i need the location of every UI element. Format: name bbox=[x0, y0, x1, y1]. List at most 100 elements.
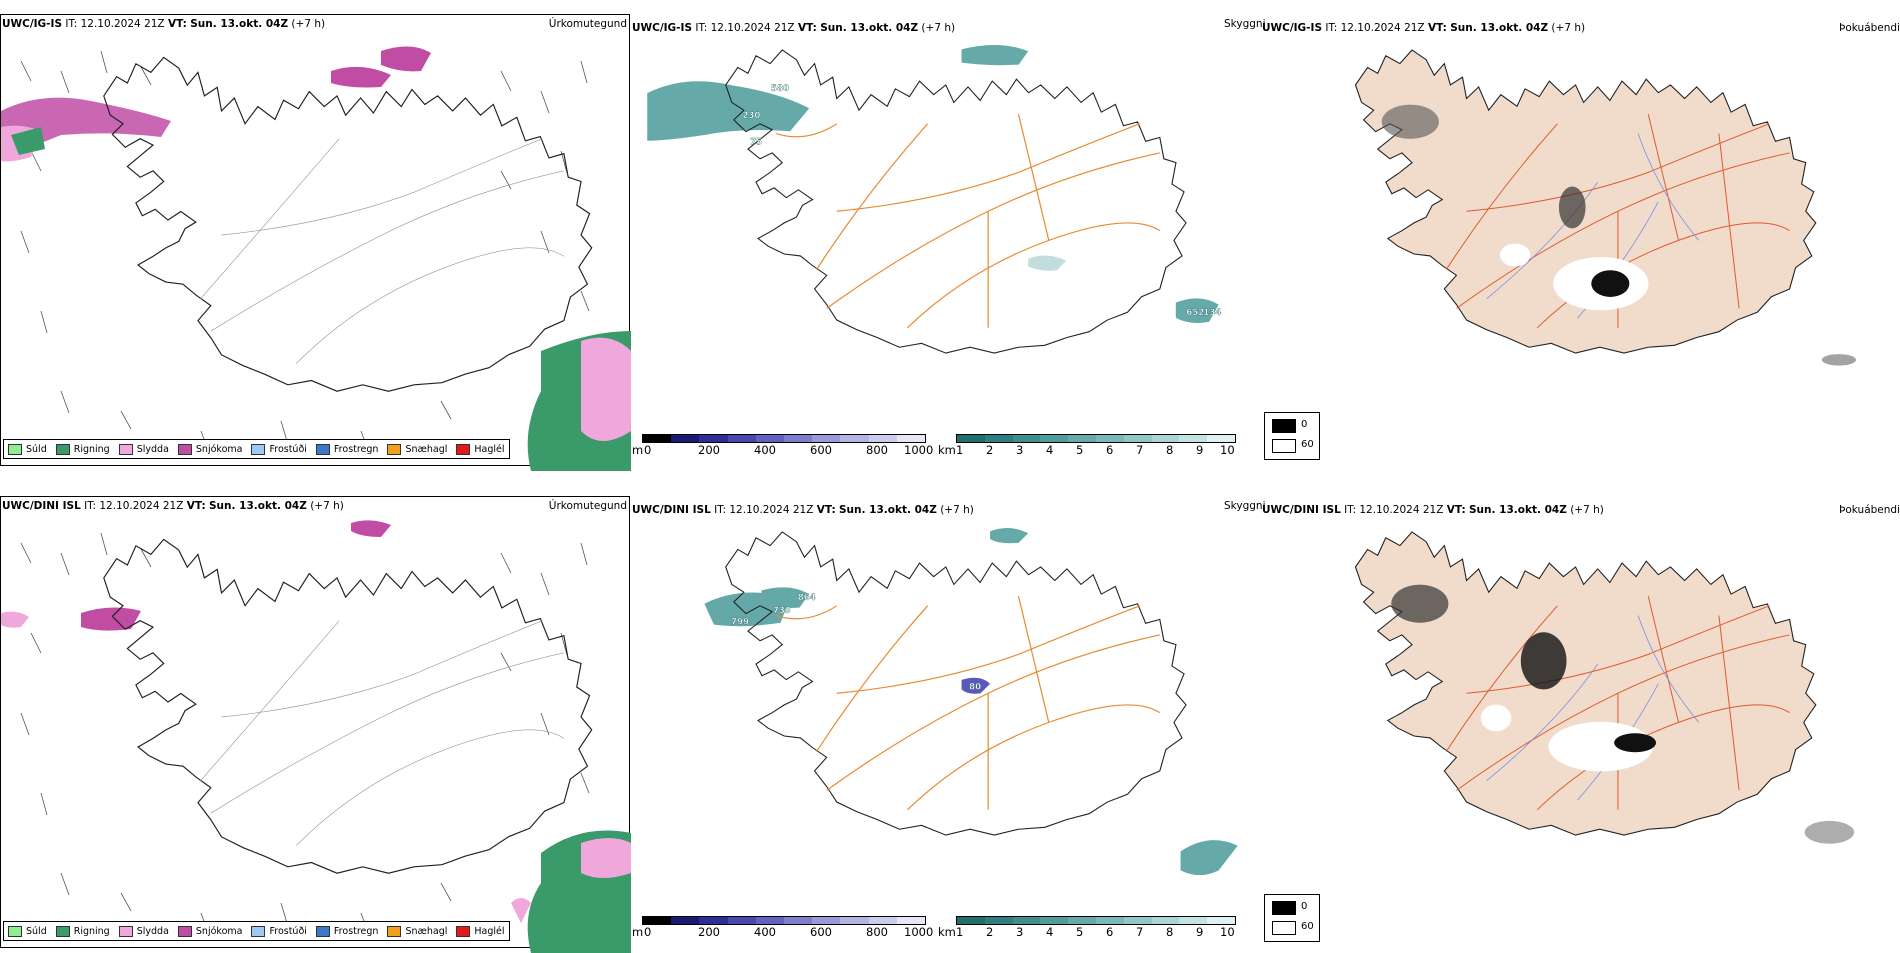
visibility-strip bbox=[956, 434, 1236, 443]
tick-label: 600 bbox=[810, 925, 832, 939]
visibility-colorbar: km 1 2 3 4 5 6 7 8 9 10 bbox=[938, 432, 1238, 458]
tick-label: 2 bbox=[986, 925, 994, 939]
wind-barbs bbox=[20, 532, 590, 936]
precip-blobs bbox=[1, 520, 631, 953]
tick-label: 200 bbox=[698, 443, 720, 457]
tick-label: 5 bbox=[1076, 443, 1084, 457]
tick-label: 2 bbox=[986, 443, 994, 457]
fog-title: Þokuábendi bbox=[1839, 504, 1900, 516]
map-value-label: 80 bbox=[969, 682, 981, 692]
visibility-map: 580 230 75 652 134 bbox=[647, 45, 1222, 354]
map-value-label: 799 bbox=[731, 618, 749, 628]
precip-panel-row2: UWC/DINI ISL IT: 12.10.2024 21Z VT: Sun.… bbox=[0, 496, 631, 953]
legend-item: Slydda bbox=[118, 925, 169, 937]
fog-title: Þokuábendi bbox=[1839, 22, 1900, 34]
precip-legend: Súld Rigning Slydda Snjókoma Frostúði Fr… bbox=[3, 439, 510, 459]
tick-label: 8 bbox=[1166, 925, 1174, 939]
fog-legend: 0 60 bbox=[1264, 894, 1320, 942]
legend-item: Slydda bbox=[118, 443, 169, 455]
precip-title: Úrkomutegund bbox=[548, 18, 627, 30]
legend-item: Snjókoma bbox=[177, 925, 242, 937]
precip-legend: Súld Rigning Slydda Snjókoma Frostúði Fr… bbox=[3, 921, 510, 941]
precip-blobs bbox=[1, 46, 631, 471]
tick-label: 1000 bbox=[904, 443, 934, 457]
ceiling-strip bbox=[642, 434, 926, 443]
unit-label: m bbox=[632, 925, 644, 939]
visibility-blobs bbox=[704, 527, 1238, 876]
ceiling-strip bbox=[642, 916, 926, 925]
ceiling-colorbar: m 0 200 400 600 800 1000 bbox=[632, 432, 934, 458]
panel-header: UWC/DINI ISL IT: 12.10.2024 21Z VT: Sun.… bbox=[2, 500, 344, 512]
panel-header: UWC/DINI ISL IT: 12.10.2024 21Z VT: Sun.… bbox=[632, 504, 974, 516]
precip-title: Úrkomutegund bbox=[548, 500, 627, 512]
legend-item: Súld bbox=[8, 925, 47, 937]
tick-label: 6 bbox=[1106, 925, 1114, 939]
fog-legend: 0 60 bbox=[1264, 412, 1320, 460]
tick-label: 3 bbox=[1016, 925, 1024, 939]
map-value-label: 75 bbox=[750, 138, 762, 148]
tick-label: 0 bbox=[644, 443, 652, 457]
tick-label: 6 bbox=[1106, 443, 1114, 457]
tick-label: 7 bbox=[1136, 443, 1144, 457]
tick-label: 0 bbox=[644, 925, 652, 939]
tick-label: 1 bbox=[956, 443, 964, 457]
value-labels: 864 733 799 80 bbox=[731, 593, 981, 693]
tick-label: 800 bbox=[866, 925, 888, 939]
panel-header: UWC/IG-IS IT: 12.10.2024 21Z VT: Sun. 13… bbox=[2, 18, 326, 30]
legend-item: Haglél bbox=[456, 443, 505, 455]
tick-label: 1000 bbox=[904, 925, 934, 939]
fog-panel-row2: UWC/DINI ISL IT: 12.10.2024 21Z VT: Sun.… bbox=[1262, 496, 1900, 948]
precip-panel-row1: UWC/IG-IS IT: 12.10.2024 21Z VT: Sun. 13… bbox=[0, 14, 631, 471]
tick-label: 200 bbox=[698, 925, 720, 939]
precip-map bbox=[1, 520, 631, 953]
tick-label: 600 bbox=[810, 443, 832, 457]
tick-label: 8 bbox=[1166, 443, 1174, 457]
legend-item: Rigning bbox=[55, 925, 110, 937]
tick-label: 5 bbox=[1076, 925, 1084, 939]
visibility-title: Skyggni bbox=[1224, 500, 1266, 512]
panel-header: UWC/DINI ISL IT: 12.10.2024 21Z VT: Sun.… bbox=[1262, 504, 1604, 516]
panel-header: UWC/IG-IS IT: 12.10.2024 21Z VT: Sun. 13… bbox=[632, 22, 956, 34]
tick-label: 4 bbox=[1046, 443, 1054, 457]
tick-label: 800 bbox=[866, 443, 888, 457]
visibility-panel-row1: UWC/IG-IS IT: 12.10.2024 21Z VT: Sun. 13… bbox=[632, 14, 1320, 466]
legend-item: Frostregn bbox=[315, 443, 378, 455]
tick-label: 3 bbox=[1016, 443, 1024, 457]
ceiling-colorbar: m 0 200 400 600 800 1000 bbox=[632, 914, 934, 940]
legend-item: Frostregn bbox=[315, 925, 378, 937]
tick-label: 400 bbox=[754, 925, 776, 939]
legend-item: Snæhagl bbox=[387, 925, 447, 937]
fog-map bbox=[1354, 49, 1857, 366]
fog-panel-row1: UWC/IG-IS IT: 12.10.2024 21Z VT: Sun. 13… bbox=[1262, 14, 1900, 466]
tick-label: 400 bbox=[754, 443, 776, 457]
legend-item: Snæhagl bbox=[387, 443, 447, 455]
legend-item: Súld bbox=[8, 443, 47, 455]
tick-label: 9 bbox=[1196, 925, 1204, 939]
visibility-strip bbox=[956, 916, 1236, 925]
map-value-label: 580 bbox=[771, 84, 789, 94]
tick-label: 10 bbox=[1220, 925, 1235, 939]
map-value-label: 733 bbox=[773, 606, 791, 616]
visibility-blobs bbox=[647, 45, 1219, 323]
precip-map bbox=[1, 46, 631, 471]
map-value-label: 652 bbox=[1186, 308, 1204, 318]
legend-item: Snjókoma bbox=[177, 443, 242, 455]
legend-item: Frostúði bbox=[251, 443, 307, 455]
map-value-label: 230 bbox=[742, 111, 760, 121]
wind-barbs bbox=[20, 50, 590, 454]
tick-label: 7 bbox=[1136, 925, 1144, 939]
unit-label: km bbox=[938, 925, 956, 939]
legend-item: Frostúði bbox=[251, 925, 307, 937]
map-value-label: 134 bbox=[1203, 308, 1221, 318]
tick-label: 10 bbox=[1220, 443, 1235, 457]
tick-label: 4 bbox=[1046, 925, 1054, 939]
legend-item: Haglél bbox=[456, 925, 505, 937]
fog-patches bbox=[1381, 104, 1857, 366]
tick-label: 1 bbox=[956, 925, 964, 939]
unit-label: km bbox=[938, 443, 956, 457]
visibility-colorbar: km 1 2 3 4 5 6 7 8 9 10 bbox=[938, 914, 1238, 940]
map-value-label: 864 bbox=[798, 593, 816, 603]
visibility-panel-row2: UWC/DINI ISL IT: 12.10.2024 21Z VT: Sun.… bbox=[632, 496, 1320, 948]
legend-item: Rigning bbox=[55, 443, 110, 455]
panel-header: UWC/IG-IS IT: 12.10.2024 21Z VT: Sun. 13… bbox=[1262, 22, 1586, 34]
